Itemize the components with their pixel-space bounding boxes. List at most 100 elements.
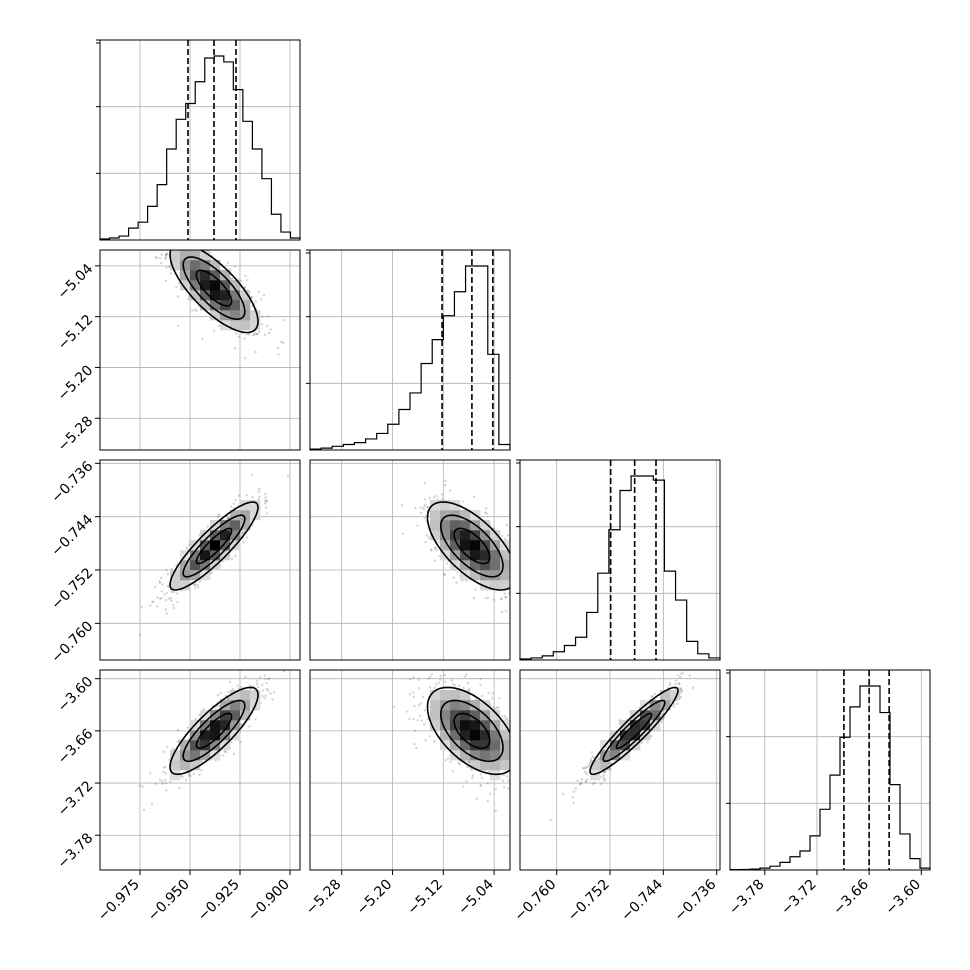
- density-bin: [660, 700, 671, 711]
- scatter-point: [579, 783, 582, 786]
- density-bin: [250, 510, 261, 521]
- y-tick-label: −3.78: [55, 830, 97, 872]
- scatter-point: [158, 581, 162, 584]
- scatter-point: [513, 699, 515, 701]
- scatter-point: [530, 584, 532, 586]
- scatter-point: [514, 751, 516, 753]
- scatter-point: [532, 802, 534, 804]
- scatter-point: [492, 705, 495, 709]
- scatter-point: [258, 495, 261, 498]
- scatter-point: [426, 505, 430, 509]
- density-bin: [170, 750, 181, 761]
- scatter-point: [164, 225, 166, 227]
- density-bin: [460, 710, 471, 721]
- scatter-point: [430, 673, 433, 676]
- density-bin: [220, 520, 231, 531]
- scatter-point: [507, 534, 510, 537]
- scatter-point: [462, 785, 465, 788]
- scatter-point: [237, 494, 241, 497]
- scatter-point: [495, 706, 499, 709]
- scatter-point: [174, 246, 176, 248]
- scatter-point: [433, 686, 436, 689]
- density-bin: [180, 570, 191, 581]
- scatter-point: [194, 583, 197, 587]
- scatter-point: [549, 818, 552, 822]
- scatter-point: [512, 581, 514, 583]
- scatter-point: [602, 776, 605, 779]
- density-bin: [490, 550, 501, 561]
- scatter-point: [164, 254, 168, 257]
- scatter-point: [248, 725, 251, 728]
- scatter-point: [417, 704, 420, 707]
- scatter-point: [166, 585, 169, 588]
- density-bin: [440, 540, 451, 551]
- scatter-point: [223, 750, 226, 753]
- scatter-point: [141, 785, 144, 788]
- scatter-point: [187, 297, 190, 301]
- density-bin: [500, 570, 510, 581]
- scatter-point: [456, 571, 459, 574]
- density-bin: [210, 310, 221, 321]
- scatter-point: [574, 787, 577, 790]
- scatter-point: [297, 633, 299, 635]
- density-bin: [180, 750, 191, 761]
- density-bin: [460, 730, 471, 741]
- scatter-point: [165, 252, 168, 256]
- density-bin: [210, 300, 221, 311]
- scatter-point: [164, 608, 167, 611]
- scatter-point: [245, 494, 248, 497]
- scatter-point: [681, 671, 684, 674]
- scatter-point: [265, 512, 269, 515]
- density-bin: [200, 740, 211, 751]
- scatter-point: [437, 541, 440, 544]
- scatter-point: [511, 547, 513, 549]
- scatter-point: [429, 548, 433, 551]
- scatter-point: [524, 573, 526, 575]
- scatter-point: [253, 333, 256, 336]
- scatter-point: [233, 752, 236, 755]
- density-bin: [230, 510, 241, 521]
- histogram-bars: [309, 265, 511, 450]
- scatter-point: [467, 760, 471, 764]
- scatter-point: [498, 697, 501, 700]
- scatter-point: [192, 772, 195, 776]
- scatter-point: [516, 557, 518, 559]
- scatter-point: [244, 357, 247, 360]
- density-bin: [170, 770, 181, 781]
- scatter-point: [572, 801, 575, 804]
- scatter-point: [417, 678, 420, 681]
- scatter-point: [524, 742, 526, 744]
- scatter-point: [437, 681, 440, 684]
- scatter-point: [532, 758, 534, 760]
- scatter-point: [474, 588, 477, 591]
- scatter-point: [676, 674, 680, 677]
- density-bin: [220, 270, 231, 281]
- scatter-point: [167, 265, 171, 268]
- scatter-point: [159, 778, 162, 782]
- histogram-panel-2: [516, 459, 721, 661]
- density-bin: [460, 530, 471, 541]
- density-bin: [210, 270, 221, 281]
- scatter-point: [217, 324, 221, 328]
- scatter-point: [264, 677, 267, 681]
- scatter-point: [176, 601, 179, 604]
- density-bin: [210, 260, 221, 271]
- y-tick-label: −0.736: [48, 458, 96, 506]
- x-tick-label: −0.736: [672, 876, 720, 924]
- scatter-point: [529, 578, 531, 580]
- scatter-point: [172, 607, 175, 610]
- y-tick-label: −0.752: [48, 565, 96, 613]
- scatter-point: [264, 496, 267, 499]
- scatter-point: [453, 684, 457, 687]
- scatter-point: [175, 231, 177, 233]
- scatter-point: [235, 332, 238, 335]
- scatter-point: [591, 755, 594, 758]
- scatter-point: [257, 490, 260, 493]
- scatter-point: [227, 696, 231, 699]
- scatter-point: [444, 680, 447, 684]
- density-bin: [190, 730, 201, 741]
- scatter-point: [171, 230, 173, 232]
- scatter-point: [197, 246, 199, 248]
- density-bin: [200, 550, 211, 561]
- scatter-point: [660, 713, 663, 717]
